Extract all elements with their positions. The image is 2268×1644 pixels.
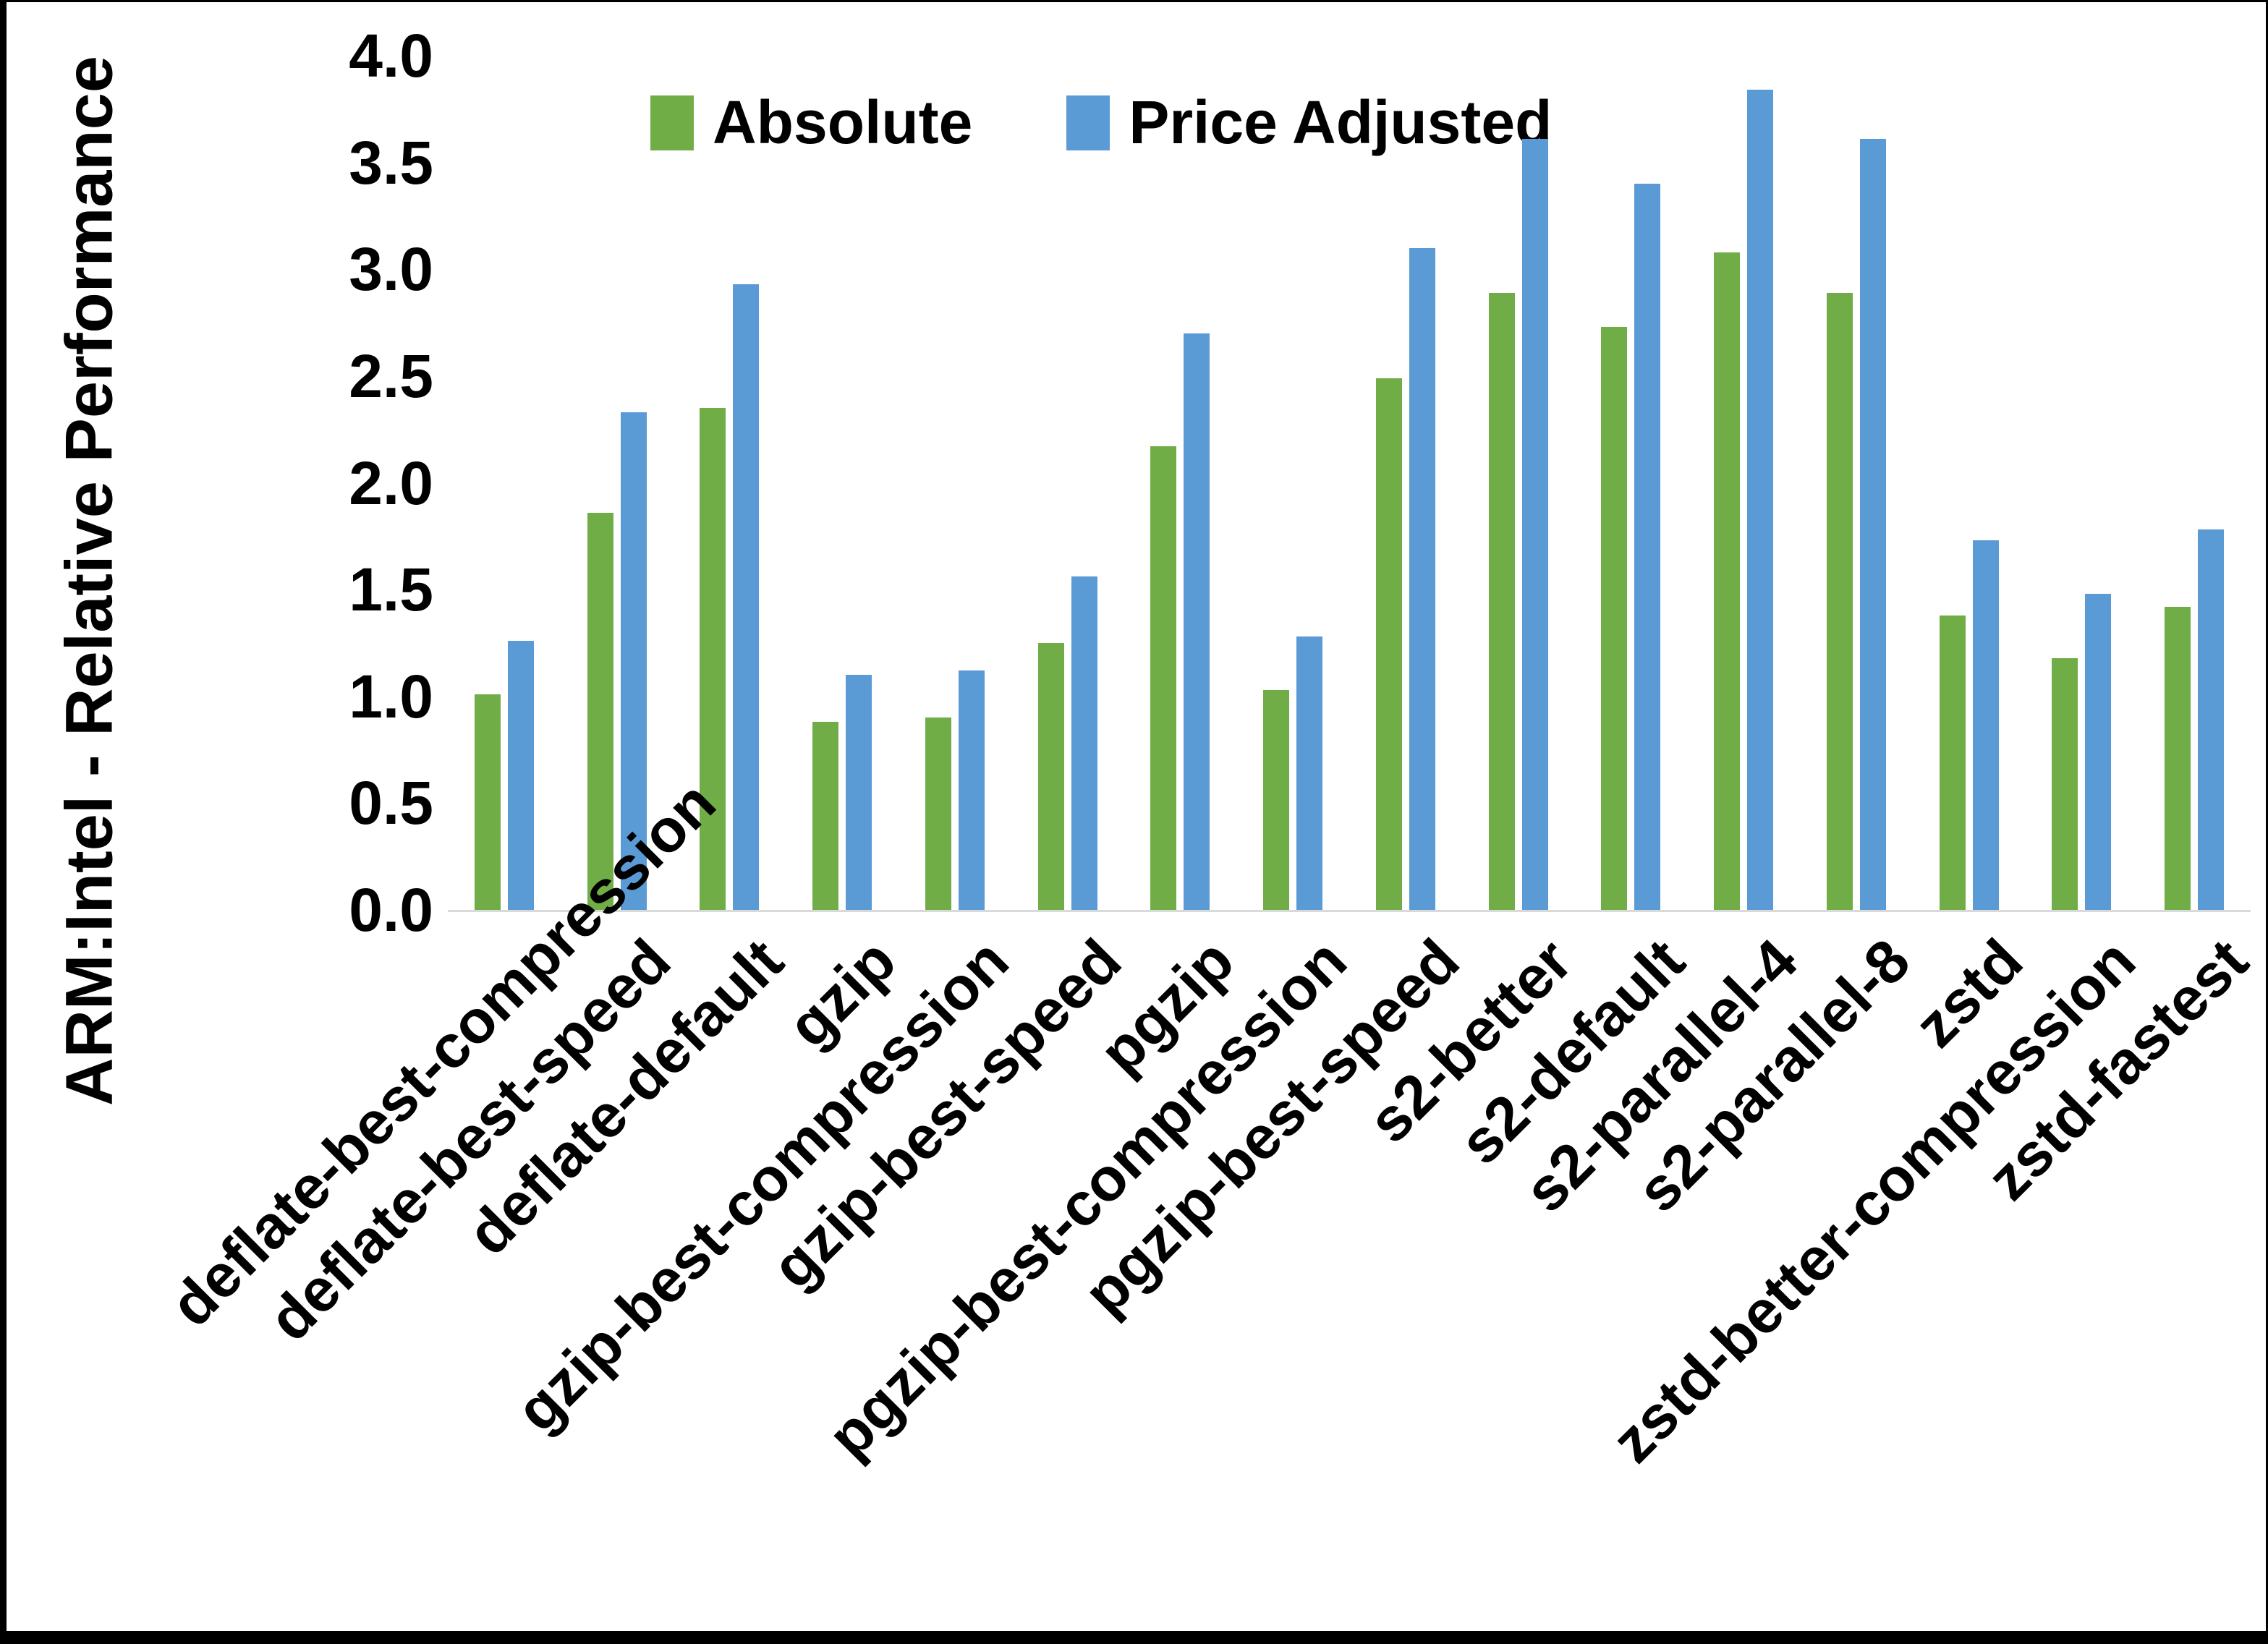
bar-cluster — [1150, 56, 1210, 910]
bar-cluster — [700, 56, 760, 910]
y-tick-label: 3.0 — [349, 235, 433, 304]
legend-swatch-price-adjusted-icon — [1066, 95, 1110, 150]
y-tick-label: 0.5 — [349, 769, 433, 838]
bar-cluster — [587, 56, 647, 910]
bar-cluster — [1714, 56, 1774, 910]
legend-item-absolute: Absolute — [650, 88, 972, 158]
price-adjusted-bar — [1859, 139, 1886, 910]
price-adjusted-bar — [1184, 333, 1210, 910]
bar-cluster — [1037, 56, 1097, 910]
absolute-bar — [1601, 326, 1628, 910]
y-tick-label: 2.0 — [349, 448, 433, 517]
price-adjusted-bar — [507, 641, 534, 910]
y-tick-label: 3.5 — [349, 128, 433, 197]
price-adjusted-bar — [2198, 529, 2225, 910]
absolute-bar — [2165, 606, 2191, 910]
absolute-bar — [1488, 292, 1515, 910]
y-tick-label: 1.0 — [349, 662, 433, 731]
bar-cluster — [1826, 56, 1886, 910]
legend-label-price-adjusted: Price Adjusted — [1129, 88, 1553, 156]
bar-cluster — [2052, 56, 2112, 910]
y-axis-title: ARM:Intel - Relative Performance — [52, 56, 127, 1106]
bar-cluster — [1488, 56, 1548, 910]
absolute-bar — [700, 408, 726, 910]
bar-cluster — [1263, 56, 1323, 910]
absolute-bar — [925, 717, 951, 910]
bar-cluster — [812, 56, 872, 910]
absolute-bar — [1150, 446, 1177, 910]
price-adjusted-bar — [1296, 636, 1323, 910]
absolute-bar — [1826, 292, 1853, 910]
absolute-bar — [1939, 615, 1966, 910]
legend-label-absolute: Absolute — [713, 88, 973, 156]
price-adjusted-bar — [733, 284, 760, 910]
legend-item-price-adjusted: Price Adjusted — [1066, 88, 1552, 158]
bar-cluster — [474, 56, 534, 910]
price-adjusted-bar — [1747, 90, 1774, 910]
absolute-bar — [474, 694, 501, 910]
y-tick-label: 0.0 — [349, 876, 433, 944]
y-tick-label: 2.5 — [349, 341, 433, 410]
absolute-bar — [2052, 657, 2078, 910]
absolute-bar — [1263, 689, 1290, 910]
plot-area — [448, 56, 2251, 910]
price-adjusted-bar — [1071, 576, 1097, 910]
legend: Absolute Price Adjusted — [650, 88, 1552, 158]
x-axis-baseline — [448, 910, 2251, 912]
y-tick-label: 4.0 — [349, 22, 433, 90]
absolute-bar — [587, 512, 613, 910]
absolute-bar — [812, 722, 839, 910]
bar-cluster — [2165, 56, 2225, 910]
bar-cluster — [1939, 56, 1999, 910]
absolute-bar — [1375, 378, 1402, 910]
price-adjusted-bar — [1409, 247, 1435, 910]
price-adjusted-bar — [1972, 540, 1999, 910]
absolute-bar — [1714, 252, 1741, 910]
bar-cluster — [925, 56, 985, 910]
absolute-bar — [1037, 642, 1064, 910]
bar-cluster — [1601, 56, 1661, 910]
price-adjusted-bar — [620, 412, 647, 910]
price-adjusted-bar — [1634, 184, 1661, 910]
price-adjusted-bar — [2085, 594, 2112, 910]
legend-swatch-absolute-icon — [650, 95, 694, 150]
bar-cluster — [1375, 56, 1435, 910]
price-adjusted-bar — [846, 675, 872, 910]
price-adjusted-bar — [958, 670, 985, 910]
price-adjusted-bar — [1521, 139, 1548, 910]
y-tick-label: 1.5 — [349, 555, 433, 624]
